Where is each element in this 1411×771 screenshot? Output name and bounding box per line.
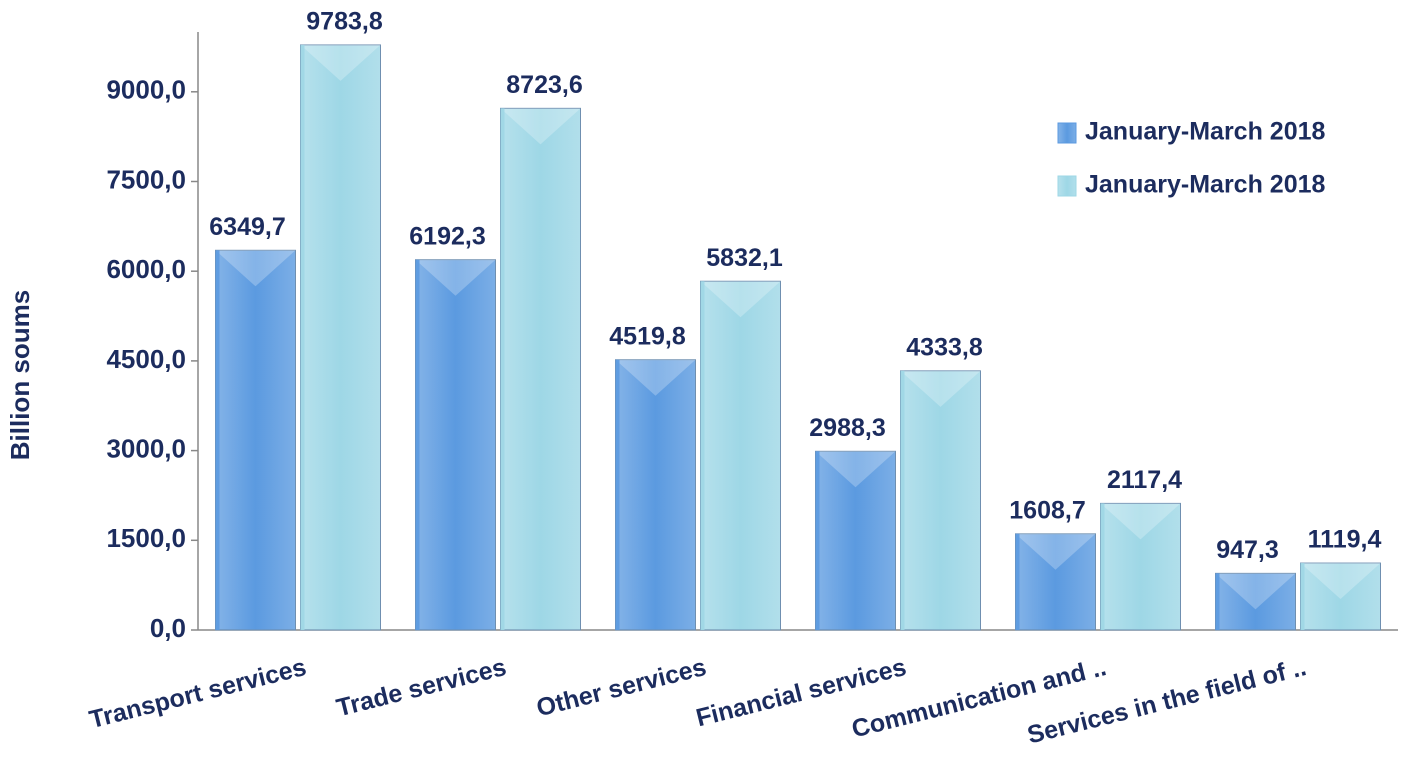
y-tick-label: 7500,0: [106, 164, 186, 194]
bar: [700, 280, 781, 631]
value-label: 2988,3: [809, 414, 885, 442]
y-axis-title: Billion soums: [5, 290, 35, 460]
bar-highlight: [1015, 533, 1096, 570]
y-tick-label: 0,0: [150, 613, 186, 643]
bar-highlight: [900, 370, 981, 407]
legend-swatch: [1057, 175, 1077, 197]
y-tick-label: 6000,0: [106, 254, 186, 284]
bar: [615, 359, 696, 631]
bar-highlight: [615, 359, 696, 396]
bar-edge: [300, 44, 305, 630]
bar: [1215, 572, 1296, 631]
bar-highlight: [415, 259, 496, 296]
bar-highlight: [1300, 563, 1381, 600]
bar: [300, 44, 381, 631]
value-label: 6349,7: [209, 213, 285, 241]
bar-highlight: [500, 108, 581, 145]
x-tick-label: Transport services: [87, 653, 310, 734]
bar-edge: [1015, 533, 1020, 630]
value-label: 6192,3: [409, 222, 485, 250]
bar-edge: [1100, 503, 1105, 630]
value-label: 8723,6: [506, 71, 582, 99]
bar-edge: [415, 259, 420, 630]
x-tick-label: Other services: [534, 653, 709, 722]
bar-highlight: [215, 250, 296, 287]
value-label: 947,3: [1216, 536, 1279, 564]
value-label: 5832,1: [706, 244, 783, 272]
value-label: 1119,4: [1308, 526, 1382, 554]
legend-label: January-March 2018: [1085, 118, 1326, 146]
bar-edge: [900, 370, 905, 630]
bar-edge: [500, 108, 505, 630]
bar-edge: [615, 359, 620, 630]
bar-highlight: [815, 451, 896, 488]
bar-highlight: [1100, 503, 1181, 540]
value-label: 2117,4: [1107, 466, 1182, 494]
bar: [1300, 562, 1381, 631]
bar: [215, 249, 296, 631]
bar: [900, 370, 981, 631]
value-label: 4333,8: [906, 333, 983, 361]
bar: [500, 107, 581, 631]
bar-edge: [815, 451, 820, 630]
y-tick-label: 4500,0: [106, 344, 186, 374]
value-label: 4519,8: [609, 322, 686, 350]
value-label: 1608,7: [1009, 496, 1085, 524]
value-label: 9783,8: [306, 8, 383, 36]
bar: [815, 450, 896, 631]
bar-edge: [1215, 573, 1220, 630]
bar-highlight: [700, 281, 781, 318]
legend-swatch: [1057, 122, 1077, 144]
legend-label: January-March 2018: [1085, 171, 1326, 199]
y-tick-label: 1500,0: [106, 523, 186, 553]
y-tick-label: 3000,0: [106, 433, 186, 463]
bar-edge: [215, 250, 220, 630]
bar-highlight: [1215, 573, 1296, 610]
bar-edge: [700, 281, 705, 630]
bar-edge: [1300, 563, 1305, 630]
y-tick-label: 9000,0: [106, 75, 186, 105]
bar: [415, 259, 496, 631]
bar: [1100, 502, 1181, 631]
bar-highlight: [300, 44, 381, 81]
x-tick-label: Trade services: [334, 653, 509, 722]
